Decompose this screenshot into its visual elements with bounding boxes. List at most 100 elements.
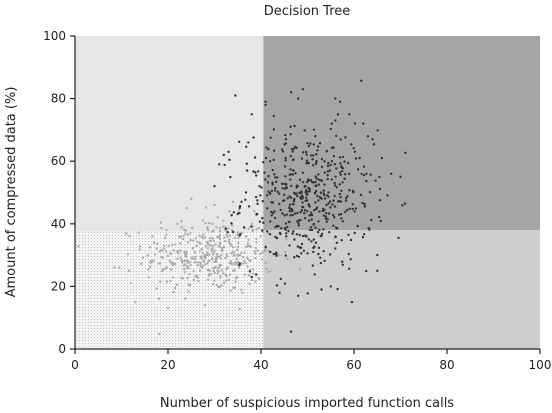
data-point: [282, 187, 284, 189]
data-point: [318, 183, 320, 185]
data-point: [260, 186, 262, 188]
data-point: [341, 181, 343, 183]
data-point: [244, 274, 246, 276]
data-point: [217, 216, 219, 218]
data-point: [304, 200, 306, 202]
data-point: [327, 170, 329, 172]
data-point: [314, 227, 316, 229]
data-point: [323, 183, 325, 185]
data-point: [160, 256, 162, 258]
data-point: [174, 287, 176, 289]
data-point: [258, 227, 260, 229]
data-point: [252, 273, 254, 275]
data-point: [276, 237, 278, 239]
data-point: [306, 142, 308, 144]
data-point: [316, 206, 318, 208]
data-point: [228, 238, 230, 240]
data-point: [216, 253, 218, 255]
data-point: [285, 254, 287, 256]
data-point: [229, 176, 231, 178]
data-point: [276, 176, 278, 178]
data-point: [326, 150, 328, 152]
data-point: [203, 260, 205, 262]
data-point: [285, 229, 287, 231]
data-point: [200, 265, 202, 267]
data-point: [334, 195, 336, 197]
data-point: [273, 159, 275, 161]
data-point: [236, 234, 238, 236]
data-point: [225, 280, 227, 282]
data-point: [209, 244, 211, 246]
data-point: [262, 200, 264, 202]
data-point: [320, 179, 322, 181]
data-point: [335, 167, 337, 169]
data-point: [332, 225, 334, 227]
data-point: [355, 207, 357, 209]
data-point: [248, 274, 250, 276]
data-point: [284, 165, 286, 167]
data-point: [182, 277, 184, 279]
data-point: [304, 217, 306, 219]
x-axis-ticks: 0 20 40 60 80 100: [71, 349, 551, 372]
data-point: [404, 202, 406, 204]
data-point: [251, 113, 253, 115]
data-point: [299, 211, 301, 213]
data-point: [261, 258, 263, 260]
data-point: [344, 173, 346, 175]
data-point: [334, 184, 336, 186]
data-point: [344, 136, 346, 138]
data-point: [287, 197, 289, 199]
data-point: [208, 273, 210, 275]
data-point: [240, 252, 242, 254]
data-point: [227, 227, 229, 229]
data-point: [293, 147, 295, 149]
data-point: [283, 183, 285, 185]
data-point: [251, 223, 253, 225]
data-point: [304, 209, 306, 211]
data-point: [317, 231, 319, 233]
data-point: [293, 198, 295, 200]
data-point: [300, 192, 302, 194]
data-point: [150, 260, 152, 262]
data-point: [187, 277, 189, 279]
data-point: [172, 249, 174, 251]
data-point: [134, 301, 136, 303]
data-point: [181, 261, 183, 263]
data-point: [211, 258, 213, 260]
data-point: [308, 219, 310, 221]
data-point: [350, 143, 352, 145]
data-point: [271, 190, 273, 192]
data-point: [299, 246, 301, 248]
data-point: [212, 270, 214, 272]
data-point: [374, 180, 376, 182]
data-point: [227, 267, 229, 269]
data-point: [198, 235, 200, 237]
data-point: [296, 195, 298, 197]
data-point: [306, 252, 308, 254]
data-point: [226, 255, 228, 257]
data-point: [232, 201, 234, 203]
data-point: [244, 199, 246, 201]
data-point: [267, 148, 269, 150]
data-point: [329, 253, 331, 255]
data-point: [328, 212, 330, 214]
data-point: [254, 253, 256, 255]
data-point: [280, 278, 282, 280]
data-point: [324, 197, 326, 199]
data-point: [158, 333, 160, 335]
data-point: [254, 257, 256, 259]
data-point: [251, 276, 253, 278]
data-point: [357, 168, 359, 170]
y-tick-label: 40: [51, 217, 66, 231]
data-point: [219, 227, 221, 229]
data-point: [323, 260, 325, 262]
data-point: [399, 176, 401, 178]
data-point: [167, 255, 169, 257]
data-point: [313, 238, 315, 240]
data-point: [217, 272, 219, 274]
data-point: [139, 248, 141, 250]
data-point: [256, 228, 258, 230]
data-point: [390, 173, 392, 175]
data-point: [288, 195, 290, 197]
data-point: [323, 214, 325, 216]
